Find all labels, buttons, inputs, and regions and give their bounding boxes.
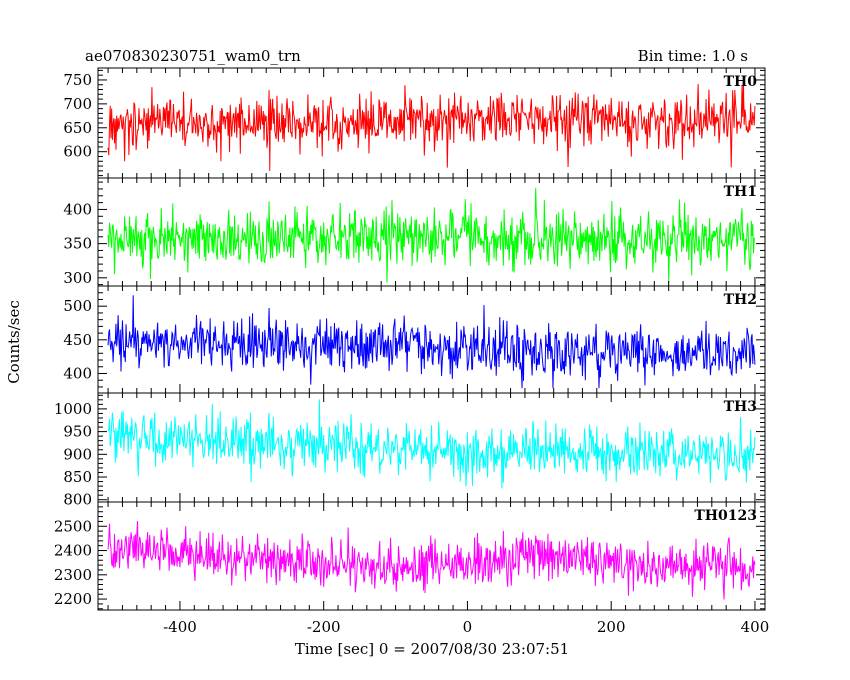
x-tick-label: 400 (741, 618, 770, 636)
series-line-th2 (107, 295, 756, 389)
y-tick-label: 450 (63, 331, 92, 349)
panel-th2: TH2 400 450 500 (63, 285, 766, 394)
panel-th1: TH1 300 350 400 (63, 177, 766, 287)
panel-th3: TH3 800 850 900 950 1000 (54, 392, 766, 509)
x-axis-label: Time [sec] 0 = 2007/08/30 23:07:51 (295, 640, 569, 658)
x-tick-label: 0 (463, 618, 473, 636)
panel-name-label: TH3 (724, 399, 757, 415)
y-tick-label: 400 (63, 200, 92, 218)
y-tick-label: 1000 (54, 400, 92, 418)
x-tick-label: -200 (307, 618, 341, 636)
y-tick-label: 700 (63, 95, 92, 113)
y-tick-label: 300 (63, 269, 92, 287)
y-tick-label: 600 (63, 143, 92, 161)
panel-frame (97, 501, 766, 611)
series-line-th0123 (107, 521, 756, 600)
series-line-th0 (107, 80, 756, 171)
y-axis-label: Counts/sec (5, 300, 23, 384)
panel-frame (97, 392, 766, 503)
x-tick-label: 200 (597, 618, 626, 636)
y-tick-label: 2200 (54, 590, 92, 608)
panel-name-label: TH0123 (694, 508, 757, 524)
y-tick-label: 750 (63, 71, 92, 89)
panel-th0123: TH0123 2200 2300 2400 2500 (54, 501, 766, 611)
y-tick-label: 650 (63, 119, 92, 137)
y-tick-label: 800 (63, 491, 92, 509)
x-tick-label: -400 (163, 618, 197, 636)
y-tick-label: 400 (63, 364, 92, 382)
panel-name-label: TH2 (724, 292, 757, 308)
series-line-th1 (107, 187, 756, 284)
panel-th0: TH0 600 650 700 750 (63, 67, 766, 179)
series-line-th3 (107, 399, 756, 489)
y-tick-label: 950 (63, 423, 92, 441)
y-tick-label: 350 (63, 235, 92, 253)
panel-name-label: TH1 (724, 184, 757, 200)
panels-group: TH0600650700750TH1300350400TH2400450500T… (54, 67, 770, 636)
y-tick-label: 2300 (54, 566, 92, 584)
y-tick-label: 500 (63, 297, 92, 315)
y-tick-label: 900 (63, 445, 92, 463)
chart-title: ae070830230751_wam0_trn (85, 47, 301, 65)
y-tick-label: 850 (63, 468, 92, 486)
y-tick-label: 2500 (54, 517, 92, 535)
y-tick-label: 2400 (54, 542, 92, 560)
chart-subtitle: Bin time: 1.0 s (638, 47, 748, 65)
panel-name-label: TH0 (724, 74, 758, 90)
